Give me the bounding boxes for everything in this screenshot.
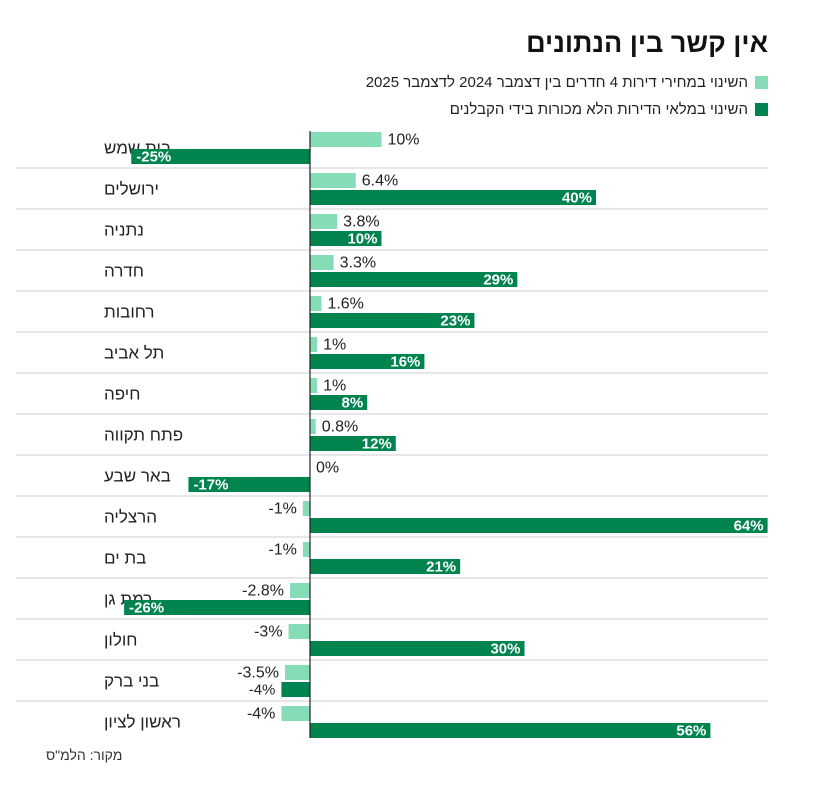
data-label-inventory: -4% xyxy=(249,682,276,699)
category-label: נתניה xyxy=(104,221,144,240)
category-label: בני ברק xyxy=(104,672,159,691)
bar-prices xyxy=(310,255,334,270)
legend-item-inventory: השינוי במלאי הדירות הלא מכורות בידי הקבל… xyxy=(450,99,768,119)
data-label-inventory: 29% xyxy=(483,272,513,289)
data-label-prices: 10% xyxy=(388,132,420,149)
data-label-inventory: 12% xyxy=(362,436,392,453)
legend-swatch-prices xyxy=(755,75,768,89)
data-label-inventory: 21% xyxy=(426,559,456,576)
data-label-inventory: 8% xyxy=(342,395,364,412)
category-label: בת ים xyxy=(104,549,146,568)
bar-inventory xyxy=(310,272,518,287)
bar-prices xyxy=(310,296,322,311)
data-label-inventory: 10% xyxy=(347,231,377,248)
data-label-prices: 1% xyxy=(323,337,346,354)
bar-prices xyxy=(302,501,310,516)
bar-prices xyxy=(310,419,316,434)
category-label: רחובות xyxy=(104,303,155,322)
category-label: ראשון לציון xyxy=(104,713,181,732)
source-note: מקור: הלמ"ס xyxy=(46,747,123,763)
data-label-inventory: 40% xyxy=(562,190,592,207)
bar-inventory xyxy=(281,682,310,697)
legend-label-prices: השינוי במחירי דירות 4 חדרים בין דצמבר 20… xyxy=(365,73,748,91)
bar-inventory xyxy=(131,149,310,164)
category-label: הרצליה xyxy=(104,508,157,527)
data-label-prices: -3.5% xyxy=(237,665,279,682)
bar-prices xyxy=(289,583,310,598)
data-label-prices: 1.6% xyxy=(327,296,363,313)
data-label-prices: -1% xyxy=(268,542,296,559)
category-label: חדרה xyxy=(104,262,144,281)
bar-inventory xyxy=(310,641,525,656)
data-label-prices: -2.8% xyxy=(242,583,284,600)
bar-inventory xyxy=(310,559,461,574)
bar-inventory xyxy=(310,395,368,410)
category-label: תל אביב xyxy=(104,344,164,363)
bar-inventory xyxy=(310,313,475,328)
data-label-inventory: 64% xyxy=(734,518,764,535)
bar-inventory xyxy=(124,600,310,615)
legend-swatch-inventory xyxy=(755,102,768,116)
data-label-prices: 3.8% xyxy=(343,214,379,231)
bar-prices xyxy=(310,337,318,352)
legend-item-prices: השינוי במחירי דירות 4 חדרים בין דצמבר 20… xyxy=(366,72,768,92)
data-label-prices: 0% xyxy=(316,460,339,477)
category-label: חולון xyxy=(104,631,137,650)
data-label-inventory: -26% xyxy=(129,600,164,617)
bar-prices xyxy=(310,132,382,147)
bar-prices xyxy=(310,378,318,393)
data-label-prices: 1% xyxy=(323,378,346,395)
bar-inventory xyxy=(310,436,396,451)
data-label-prices: 3.3% xyxy=(340,255,376,272)
bar-prices xyxy=(310,214,338,229)
bar-prices xyxy=(310,173,356,188)
bar-inventory xyxy=(310,190,596,205)
data-label-prices: -4% xyxy=(247,706,275,723)
data-label-prices: -3% xyxy=(254,624,282,641)
bar-inventory xyxy=(310,354,425,369)
data-label-inventory: 16% xyxy=(390,354,420,371)
bar-inventory xyxy=(310,723,711,738)
data-label-inventory: -25% xyxy=(136,149,171,166)
data-label-prices: 0.8% xyxy=(322,419,358,436)
data-label-prices: 6.4% xyxy=(362,173,398,190)
data-label-inventory: 56% xyxy=(676,723,706,740)
category-label: חיפה xyxy=(104,385,140,404)
bar-inventory xyxy=(188,477,310,492)
legend-label-inventory: השינוי במלאי הדירות הלא מכורות בידי הקבל… xyxy=(449,100,748,118)
chart-title: אין קשר בין הנתונים xyxy=(526,28,768,58)
bar-prices xyxy=(288,624,310,639)
category-label: ירושלים xyxy=(104,180,159,199)
bar-prices xyxy=(281,706,310,721)
bar-inventory xyxy=(310,518,768,533)
data-label-inventory: 30% xyxy=(490,641,520,658)
category-label: פתח תקווה xyxy=(104,426,183,445)
category-label: באר שבע xyxy=(104,467,171,486)
bar-prices xyxy=(284,665,310,680)
bar-inventory xyxy=(310,231,382,246)
data-label-inventory: -17% xyxy=(193,477,228,494)
bar-prices xyxy=(302,542,310,557)
data-label-inventory: 23% xyxy=(440,313,470,330)
data-label-prices: -1% xyxy=(268,501,296,518)
